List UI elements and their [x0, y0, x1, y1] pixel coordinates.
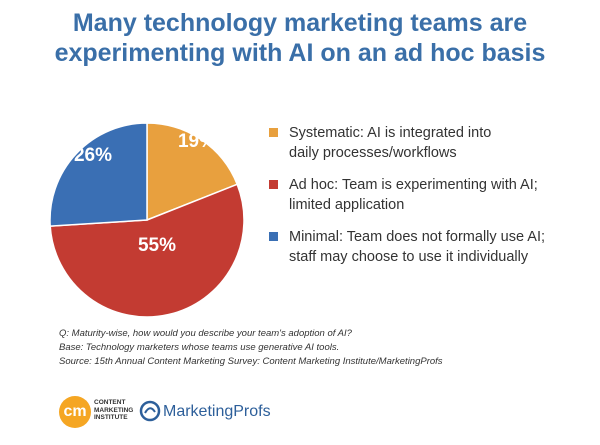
cmi-logo: cm CONTENT MARKETING INSTITUTE [59, 394, 133, 434]
footnotes: Q: Maturity-wise, how would you describe… [59, 327, 579, 369]
legend-item-adhoc: Ad hoc: Team is experimenting with AI; l… [269, 175, 589, 215]
pie-label-ad-hoc: 55% [138, 235, 176, 256]
marketingprofs-logo: MarketingProfs [139, 398, 299, 428]
legend-adhoc-line2: limited application [289, 197, 405, 213]
legend-systematic-line1: Systematic: AI is integrated into [289, 125, 492, 141]
legend-swatch-adhoc [269, 180, 278, 189]
title-line-1: Many technology marketing teams are [72, 9, 528, 37]
legend-item-minimal: Minimal: Team does not formally use AI; … [269, 227, 589, 267]
legend-minimal-line1: Minimal: Team does not formally use AI; [289, 229, 546, 245]
marketingprofs-swirl-icon [139, 400, 161, 422]
cmi-line-1: CONTENT [94, 399, 126, 406]
legend-text-systematic: Systematic: AI is integrated into daily … [289, 123, 589, 163]
note-source: Source: 15th Annual Content Marketing Su… [59, 356, 443, 367]
cmi-logo-mark: cm [59, 396, 91, 428]
legend-minimal-line2: staff may choose to use it individually [289, 249, 529, 265]
title-line-2: experimenting with AI on an ad hoc basis [54, 39, 546, 67]
legend-text-adhoc: Ad hoc: Team is experimenting with AI; l… [289, 175, 589, 215]
marketingprofs-wordmark: MarketingProfs [163, 403, 271, 420]
legend-swatch-systematic [269, 128, 278, 137]
legend-item-systematic: Systematic: AI is integrated into daily … [269, 123, 589, 163]
cmi-logo-text: CONTENT MARKETING INSTITUTE [94, 399, 154, 422]
pie-slice-minimal [49, 122, 148, 227]
pie-slice-systematic [146, 122, 239, 222]
cmi-line-3: INSTITUTE [94, 414, 128, 421]
legend-swatch-minimal [269, 232, 278, 241]
pie-label-minimal: 26% [74, 145, 112, 166]
pie-label-systematic: 19% [178, 131, 216, 152]
chart-title: Many technology marketing teams are expe… [0, 8, 600, 68]
pie-slice-ad-hoc [49, 183, 245, 318]
legend-systematic-line2: daily processes/workflows [289, 145, 457, 161]
legend-adhoc-line1: Ad hoc: Team is experimenting with AI; [289, 177, 538, 193]
cmi-line-2: MARKETING [94, 406, 134, 414]
legend-text-minimal: Minimal: Team does not formally use AI; … [289, 227, 589, 267]
legend: Systematic: AI is integrated into daily … [269, 123, 589, 279]
note-question: Q: Maturity-wise, how would you describe… [59, 328, 352, 339]
logo-bar: cm CONTENT MARKETING INSTITUTE Marketing… [59, 394, 579, 434]
note-base: Base: Technology marketers whose teams u… [59, 342, 340, 353]
